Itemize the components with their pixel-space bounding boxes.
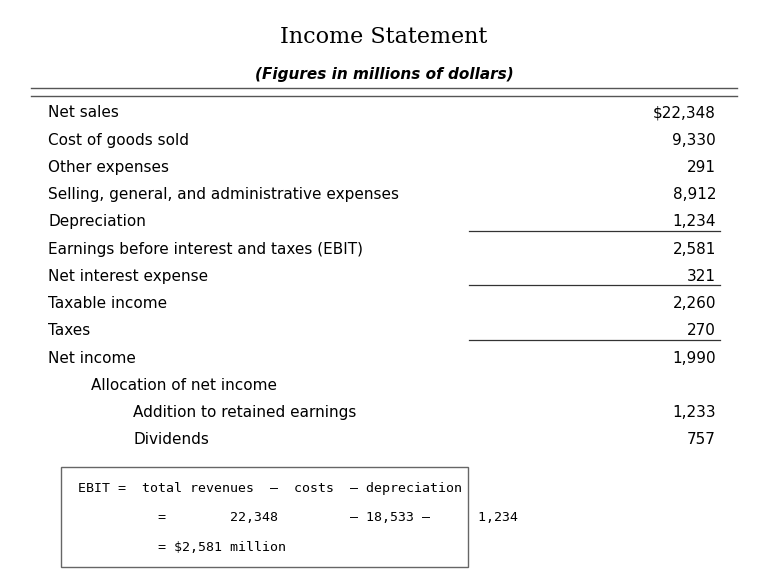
Text: Selling, general, and administrative expenses: Selling, general, and administrative exp… — [48, 187, 399, 202]
Text: Other expenses: Other expenses — [48, 160, 170, 175]
Text: Net income: Net income — [48, 351, 136, 366]
Text: 1,990: 1,990 — [673, 351, 716, 366]
Text: 2,581: 2,581 — [673, 241, 716, 256]
Text: 291: 291 — [687, 160, 716, 175]
Text: 321: 321 — [687, 269, 716, 284]
Text: Depreciation: Depreciation — [48, 214, 146, 229]
Text: Net sales: Net sales — [48, 105, 119, 120]
Text: Income Statement: Income Statement — [280, 26, 488, 48]
Text: Cost of goods sold: Cost of goods sold — [48, 132, 190, 147]
Text: Addition to retained earnings: Addition to retained earnings — [133, 405, 356, 420]
Text: =        22,348         – 18,533 –      1,234: = 22,348 – 18,533 – 1,234 — [78, 511, 518, 525]
Text: 9,330: 9,330 — [672, 132, 716, 147]
Text: 270: 270 — [687, 323, 716, 338]
Text: = $2,581 million: = $2,581 million — [78, 541, 286, 554]
Text: Earnings before interest and taxes (EBIT): Earnings before interest and taxes (EBIT… — [48, 241, 363, 256]
Text: 8,912: 8,912 — [673, 187, 716, 202]
Text: 2,260: 2,260 — [673, 296, 716, 311]
Text: 1,233: 1,233 — [673, 405, 716, 420]
FancyBboxPatch shape — [61, 467, 468, 567]
Text: 757: 757 — [687, 432, 716, 447]
Text: (Figures in millions of dollars): (Figures in millions of dollars) — [255, 67, 513, 82]
Text: 1,234: 1,234 — [673, 214, 716, 229]
Text: Dividends: Dividends — [133, 432, 209, 447]
Text: Net interest expense: Net interest expense — [48, 269, 208, 284]
Text: Allocation of net income: Allocation of net income — [91, 378, 276, 393]
Text: $22,348: $22,348 — [654, 105, 716, 120]
Text: EBIT =  total revenues  –  costs  – depreciation: EBIT = total revenues – costs – deprecia… — [78, 482, 462, 495]
Text: Taxable income: Taxable income — [48, 296, 167, 311]
Text: Taxes: Taxes — [48, 323, 91, 338]
